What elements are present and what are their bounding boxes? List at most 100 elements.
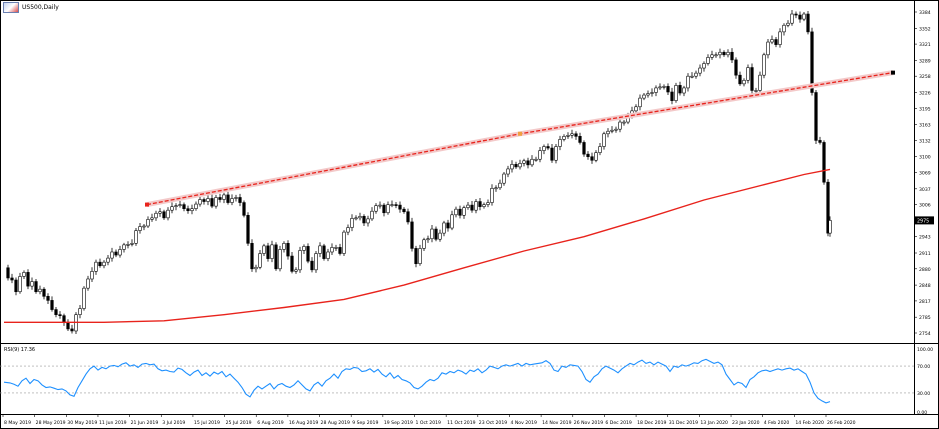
candle-body-down: [730, 51, 734, 61]
rsi-title: RSI(9) 17.36: [4, 347, 35, 353]
candle-body-up: [778, 31, 782, 45]
rsi-pane[interactable]: [0, 358, 914, 404]
time-tick-label: 4 Nov 2019: [510, 420, 537, 426]
candle-body-up: [658, 86, 662, 89]
candle: [510, 160, 514, 173]
candle: [790, 9, 794, 26]
candle-body-up: [166, 209, 170, 219]
candle-body-up: [378, 204, 382, 207]
candle: [338, 243, 342, 256]
candle-body-down: [70, 328, 74, 332]
candle: [6, 264, 10, 281]
candle: [574, 131, 578, 140]
candle: [606, 128, 610, 138]
candle: [190, 204, 194, 215]
candle: [602, 131, 606, 150]
candle-body-up: [634, 106, 638, 112]
candle: [798, 11, 802, 23]
candle-body-up: [298, 250, 302, 271]
candle: [306, 243, 310, 264]
time-tick-label: 6 Aug 2019: [257, 420, 284, 426]
candle-body-up: [530, 158, 534, 166]
candle-body-down: [774, 39, 778, 45]
candle: [470, 201, 474, 213]
price-tick-label: 3006: [919, 203, 931, 209]
trendline-anchor-start[interactable]: [145, 202, 149, 207]
candle: [162, 209, 166, 220]
candle: [370, 207, 374, 221]
rsi-tick-label: 30.00: [917, 391, 930, 397]
candle-body-up: [390, 204, 394, 206]
candle: [18, 272, 22, 294]
candle-body-up: [782, 24, 786, 33]
candle-body-down: [814, 92, 818, 141]
candle-body-up: [638, 97, 642, 108]
candle: [594, 150, 598, 163]
candle-body-up: [482, 204, 486, 207]
time-tick-label: 1 Oct 2019: [416, 420, 442, 426]
candle-body-up: [142, 225, 146, 228]
candle-body-down: [414, 248, 418, 265]
price-pane[interactable]: [4, 9, 895, 335]
candle-body-up: [254, 266, 258, 270]
candle: [534, 156, 538, 162]
candle-body-down: [550, 147, 554, 161]
candle: [102, 260, 106, 269]
candle: [106, 255, 110, 266]
candle: [526, 157, 530, 169]
candle-body-up: [198, 199, 202, 205]
price-tick-label: 3163: [919, 123, 931, 129]
candle: [186, 205, 190, 214]
candle: [550, 143, 554, 163]
candle: [386, 201, 390, 215]
candle-body-up: [570, 133, 574, 136]
candle: [390, 200, 394, 208]
candle: [342, 230, 346, 257]
candle: [766, 39, 770, 59]
candle: [558, 135, 562, 151]
candle: [762, 52, 766, 79]
candle-body-up: [106, 257, 110, 263]
candle-body-up: [438, 232, 442, 240]
candle-body-up: [326, 251, 330, 259]
candle: [246, 212, 250, 246]
candle-body-up: [598, 146, 602, 153]
candle-body-up: [154, 212, 158, 219]
candle-body-up: [294, 269, 298, 272]
candle-body-up: [726, 51, 730, 56]
candle-body-up: [78, 308, 82, 315]
candle: [530, 155, 534, 167]
candle: [198, 195, 202, 207]
candle-body-up: [130, 243, 134, 245]
candle-body-down: [306, 246, 310, 262]
candle: [454, 206, 458, 218]
candle-body-up: [418, 248, 422, 265]
candle: [442, 220, 446, 237]
candle-body-down: [670, 91, 674, 101]
candle-body-up: [190, 208, 194, 212]
candle-body-up: [474, 201, 478, 211]
time-tick-label: 6 Dec 2019: [605, 420, 632, 426]
price-tick-label: 3132: [919, 138, 931, 144]
price-axis: 3384 3352 3321 3289 3258 3226 3195 3163 3132 3100…: [914, 10, 934, 337]
candle-body-up: [702, 63, 706, 69]
trendline-anchor-end[interactable]: [891, 70, 895, 75]
candle-body-up: [710, 54, 714, 58]
price-tick-label: 3069: [919, 171, 931, 177]
candle: [482, 202, 486, 209]
trendline-anchor-mid[interactable]: [518, 131, 522, 136]
time-tick-label: 28 May 2019: [36, 420, 66, 426]
rsi-line: [3, 358, 831, 404]
candle-body-up: [510, 164, 514, 170]
candle-body-up: [762, 54, 766, 76]
candle: [222, 192, 226, 204]
candle-body-up: [718, 51, 722, 56]
candle-body-down: [42, 288, 46, 297]
candle: [314, 250, 318, 273]
candle-body-up: [454, 208, 458, 216]
candle-body-up: [662, 86, 666, 88]
time-tick-label: 31 Dec 2019: [669, 420, 698, 426]
candle-body-down: [98, 261, 102, 267]
candle: [362, 214, 366, 226]
candle: [34, 278, 38, 294]
